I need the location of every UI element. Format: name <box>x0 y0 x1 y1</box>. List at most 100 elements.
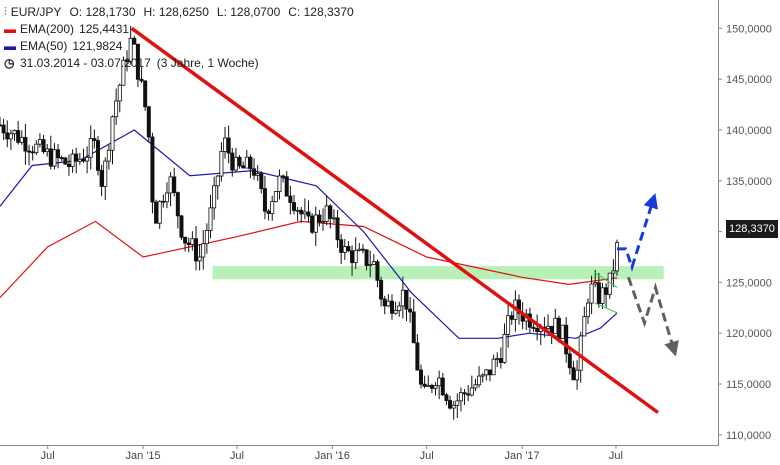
candle <box>226 125 231 164</box>
candle <box>270 195 275 221</box>
candle <box>306 200 311 222</box>
candle <box>70 149 75 173</box>
ema200-label: EMA(200) <box>20 22 75 36</box>
candle <box>117 83 122 113</box>
candle <box>59 155 64 162</box>
candle <box>335 209 340 248</box>
candle <box>103 157 108 201</box>
candle <box>37 133 42 148</box>
candle <box>342 238 347 260</box>
candle <box>607 272 612 299</box>
candle <box>535 314 540 341</box>
candle <box>324 195 329 226</box>
candle <box>408 297 413 323</box>
legend-ema50: ▬ EMA(50) 121,9824 <box>4 38 362 55</box>
candle <box>455 393 460 418</box>
flag-lines-layer <box>593 271 618 314</box>
candle <box>353 237 358 270</box>
candle <box>186 237 191 253</box>
candle <box>571 360 576 381</box>
candle <box>299 207 304 223</box>
candle <box>66 154 71 176</box>
candle <box>230 147 235 177</box>
candle <box>313 206 318 246</box>
candle <box>30 145 35 161</box>
y-tick-label: 120,0000 <box>726 328 772 340</box>
candle <box>208 194 213 239</box>
candle <box>143 80 148 111</box>
candle <box>212 176 217 220</box>
ohlc-row: ⫶ EUR/JPY O: 128,1730 H: 128,6250 L: 128… <box>4 4 362 21</box>
candle <box>524 309 529 331</box>
candle <box>560 324 565 339</box>
candle <box>88 125 93 170</box>
candle <box>45 143 50 157</box>
candle <box>77 153 82 166</box>
ema200-line-layer <box>0 220 618 299</box>
candle <box>429 383 434 393</box>
y-tick-label: 140,0000 <box>726 125 772 137</box>
candle <box>1 118 6 141</box>
candle <box>480 373 485 383</box>
candle <box>281 174 286 183</box>
candle <box>469 375 474 397</box>
candle <box>379 276 384 307</box>
candle <box>92 129 97 149</box>
candle <box>252 158 257 180</box>
candle <box>596 272 601 308</box>
candle <box>386 294 391 308</box>
candle <box>564 317 569 363</box>
candle <box>81 148 86 163</box>
candle <box>364 249 369 271</box>
candle <box>197 244 202 271</box>
chart-legend: ⫶ EUR/JPY O: 128,1730 H: 128,6250 L: 128… <box>4 4 362 72</box>
candle <box>183 236 188 252</box>
candle <box>491 354 496 376</box>
candle <box>506 304 511 348</box>
candle <box>502 323 507 364</box>
clock-icon: ◷ <box>4 56 15 70</box>
candle <box>350 245 355 276</box>
candle <box>484 368 489 381</box>
candle <box>295 206 300 221</box>
candle <box>466 385 471 402</box>
period-range: 31.03.2014 - 03.07.2017 <box>20 56 151 70</box>
candle <box>415 334 420 371</box>
candle <box>553 308 558 334</box>
candle <box>110 115 115 165</box>
candle <box>0 116 3 127</box>
candle <box>451 400 456 420</box>
ema50-label: EMA(50) <box>20 39 68 53</box>
x-tick-label: Jan '15 <box>126 450 161 462</box>
candle <box>48 135 53 170</box>
ema200-swatch: ▬ <box>4 22 16 36</box>
legend-period: ◷ 31.03.2014 - 03.07.2017 (3 Jahre, 1 Wo… <box>4 55 362 72</box>
candle <box>128 25 133 65</box>
y-tick-label: 150,0000 <box>726 23 772 35</box>
candle <box>121 56 126 86</box>
candle <box>291 194 296 215</box>
candle <box>255 165 260 181</box>
candle <box>331 209 336 224</box>
candle <box>498 347 503 369</box>
candle <box>99 164 104 197</box>
candle <box>477 366 482 388</box>
candle <box>440 373 445 397</box>
candle <box>5 120 10 148</box>
candle <box>426 375 431 387</box>
y-tick-label: 115,0000 <box>726 379 771 391</box>
candle <box>259 171 264 194</box>
candle <box>190 231 195 251</box>
candle <box>175 191 180 229</box>
candle <box>600 282 605 310</box>
candle <box>125 50 130 72</box>
candle <box>585 298 590 324</box>
candle <box>422 375 427 389</box>
candle <box>339 234 344 265</box>
ema50-swatch: ▬ <box>4 39 16 53</box>
period-note: (3 Jahre, 1 Woche) <box>156 56 259 70</box>
candle <box>433 382 438 396</box>
x-tick-label: Jul <box>41 450 55 462</box>
